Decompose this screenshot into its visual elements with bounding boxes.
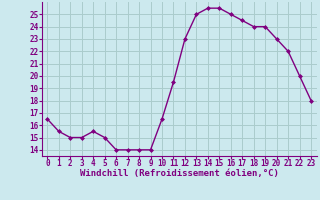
X-axis label: Windchill (Refroidissement éolien,°C): Windchill (Refroidissement éolien,°C) <box>80 169 279 178</box>
